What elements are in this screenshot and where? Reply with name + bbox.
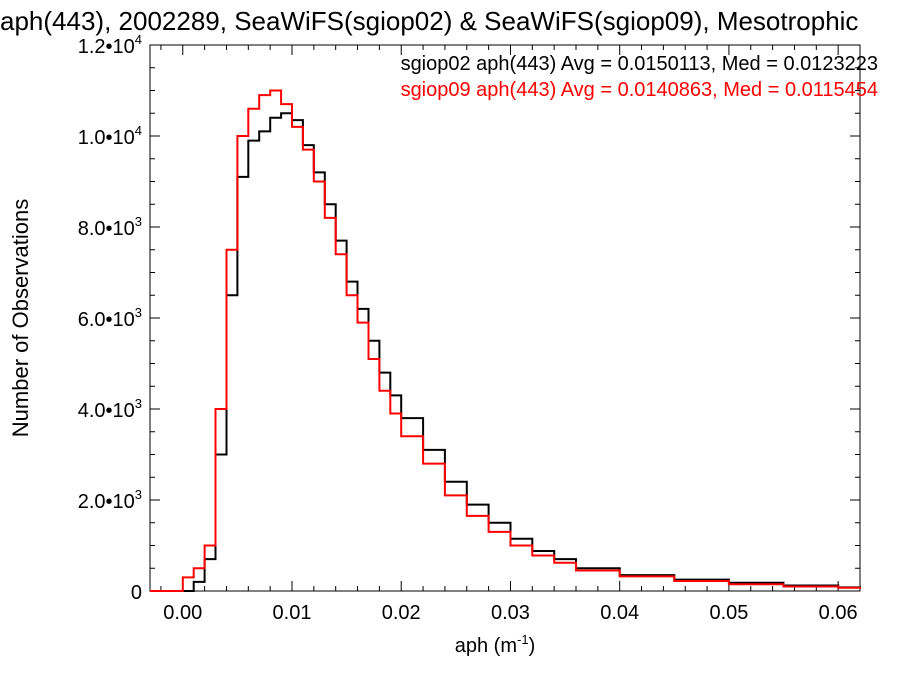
y-tick-label: 6.0•103 bbox=[78, 305, 142, 331]
chart-title: aph(443), 2002289, SeaWiFS(sgiop02) & Se… bbox=[0, 6, 858, 36]
y-tick-label: 0 bbox=[131, 582, 142, 604]
x-axis-label: aph (m-1) bbox=[455, 632, 535, 657]
y-tick-label: 2.0•103 bbox=[78, 487, 142, 513]
series-line-sgiop09 bbox=[150, 89, 861, 592]
plot-frame bbox=[149, 44, 861, 592]
series-layer bbox=[150, 89, 861, 592]
legend: sgiop02 aph(443) Avg = 0.0150113, Med = … bbox=[401, 53, 878, 101]
y-tick-label: 4.0•103 bbox=[78, 396, 142, 422]
legend-entry: sgiop02 aph(443) Avg = 0.0150113, Med = … bbox=[401, 53, 878, 75]
x-tick-label: 0.02 bbox=[382, 602, 421, 624]
x-tick-label: 0.04 bbox=[600, 602, 639, 624]
x-tick-label: 0.05 bbox=[709, 602, 748, 624]
x-axis: 0.00 0.01 0.02 0.03 0.04 0.05 0.06 bbox=[160, 45, 858, 624]
x-tick-label: 0.00 bbox=[163, 602, 202, 624]
x-tick-label: 0.03 bbox=[491, 602, 530, 624]
plot-area bbox=[149, 44, 861, 592]
x-tick-label: 0.06 bbox=[819, 602, 858, 624]
y-tick-label: 1.2•104 bbox=[78, 32, 142, 58]
y-axis-label: Number of Observations bbox=[8, 199, 33, 437]
y-tick-label: 1.0•104 bbox=[78, 123, 142, 149]
legend-entry: sgiop09 aph(443) Avg = 0.0140863, Med = … bbox=[401, 79, 878, 101]
x-tick-label: 0.01 bbox=[273, 602, 312, 624]
series-line-sgiop02 bbox=[150, 112, 861, 592]
y-tick-label: 8.0•103 bbox=[78, 214, 142, 240]
y-axis: 0 2.0•103 4.0•103 6.0•103 8.0•103 1.0•104 1.2•… bbox=[78, 32, 860, 604]
